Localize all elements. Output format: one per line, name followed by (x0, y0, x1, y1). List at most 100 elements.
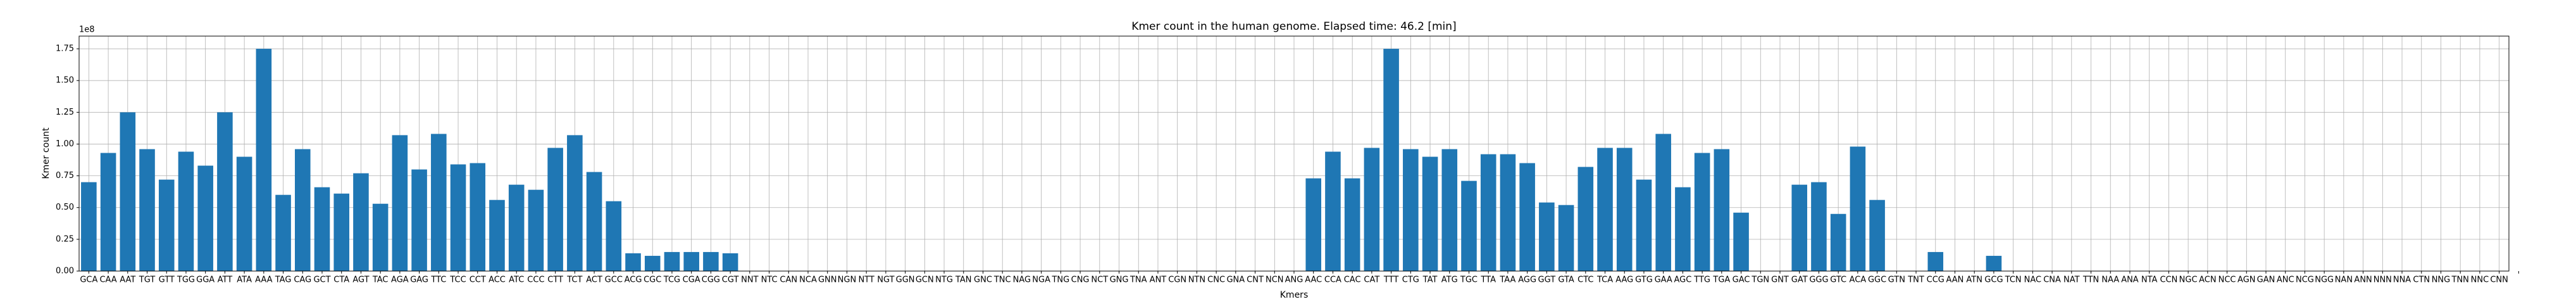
bar (353, 173, 369, 271)
x-tick-label: NNC (2471, 276, 2489, 285)
x-tick-label: CGT (722, 276, 739, 285)
x-tick-label: CCG (1927, 276, 1944, 285)
bar (528, 189, 544, 271)
x-tick-label: TTC (430, 276, 446, 285)
x-tick-label: NGT (877, 276, 894, 285)
x-tick-label: ACC (488, 276, 506, 285)
x-tick-label: NNN (2374, 276, 2392, 285)
x-tick-label: CGG (702, 276, 720, 285)
bar (1733, 212, 1749, 271)
x-tick-label: TCG (663, 276, 680, 285)
x-tick-label: NTC (761, 276, 778, 285)
bar (275, 194, 291, 271)
x-tick-label: CNT (1247, 276, 1264, 285)
bar (606, 201, 622, 271)
bar (470, 163, 486, 271)
bar (431, 134, 447, 271)
x-tick-label: GNT (1771, 276, 1789, 285)
bar (1539, 202, 1555, 271)
chart-title: Kmer count in the human genome. Elapsed … (1131, 20, 1456, 33)
x-tick-label: TGG (177, 276, 195, 285)
x-tick-label: GTC (1830, 276, 1846, 285)
x-tick-label: TNT (1907, 276, 1924, 285)
x-tick-label: GGC (1868, 276, 1886, 285)
x-tick-label: GGN (896, 276, 915, 285)
bar (1558, 205, 1574, 271)
x-tick-label: NGC (2179, 276, 2198, 285)
x-tick-label: ATC (509, 276, 524, 285)
x-tick-label: CAT (1364, 276, 1379, 285)
x-tick-label: GNN (818, 276, 837, 285)
bar (1344, 178, 1360, 271)
bar (450, 164, 466, 271)
y-tick-label: 1.75 (56, 44, 74, 54)
x-tick-label: CAN (780, 276, 797, 285)
x-tick-label: CNC (1207, 276, 1225, 285)
x-tick-label: ANN (2354, 276, 2372, 285)
x-tick-label: CNN (2490, 276, 2508, 285)
bar (683, 251, 699, 271)
x-tick-label: TCC (449, 276, 466, 285)
x-tick-label: TTG (1693, 276, 1710, 285)
x-tick-label: TNA (1129, 276, 1147, 285)
bar (586, 172, 602, 271)
x-tick-label: NTN (1188, 276, 1205, 285)
bar (256, 49, 272, 272)
x-tick-label: GTN (1888, 276, 1905, 285)
bar (1636, 179, 1652, 271)
x-tick-label: CGA (683, 276, 700, 285)
bar (1461, 180, 1477, 271)
x-tick-label: ATT (218, 276, 233, 285)
x-tick-label: NTT (858, 276, 874, 285)
bar (1986, 255, 2002, 271)
bar (1927, 251, 1944, 271)
x-tick-label: ATA (237, 276, 252, 285)
bar (178, 151, 194, 271)
bar (217, 112, 233, 271)
x-tick-label: TTT (1383, 276, 1398, 285)
bar (100, 153, 116, 271)
x-tick-label: NTA (2141, 276, 2158, 285)
x-tick-label: TCN (2005, 276, 2022, 285)
x-tick-label: CCC (527, 276, 544, 285)
x-tick-label: GGT (1538, 276, 1556, 285)
x-tick-label: TTA (1480, 276, 1496, 285)
y-tick-label: 0.50 (56, 203, 74, 212)
x-tick-label: ACN (2199, 276, 2216, 285)
x-tick-label: GGG (1809, 276, 1828, 285)
bar (1305, 178, 1322, 271)
x-tick-label: GAN (2257, 276, 2275, 285)
x-tick-label: ACA (1850, 276, 1867, 285)
x-tick-label: CNA (2043, 276, 2061, 285)
x-tick-label: GTT (159, 276, 175, 285)
x-tick-label: NCT (1091, 276, 1108, 285)
x-tick-label: ANG (1285, 276, 1304, 285)
bar (1422, 156, 1438, 271)
bar (197, 165, 213, 271)
x-tick-label: NTG (935, 276, 953, 285)
x-tick-label: NGG (2315, 276, 2334, 285)
bar (1383, 49, 1399, 272)
bar (333, 193, 350, 271)
y-tick-label: 0.25 (56, 234, 74, 244)
x-tick-label: TNC (993, 276, 1011, 285)
x-tick-label: AAN (1946, 276, 1964, 285)
bar (1791, 184, 1808, 271)
y-tick-label: 1.50 (56, 76, 74, 86)
x-tick-label: CTN (2413, 276, 2430, 285)
y-tick-label: 0.00 (56, 267, 74, 276)
x-tick-label: TCT (566, 276, 582, 285)
x-tick-label: AAA (255, 276, 273, 285)
bar (392, 135, 408, 271)
x-tick-label: TGN (1751, 276, 1769, 285)
bar (1811, 182, 1827, 271)
x-tick-label: AAT (120, 276, 135, 285)
bar (664, 251, 680, 271)
x-tick-label: GTG (1635, 276, 1653, 285)
x-tick-label: CAC (1344, 276, 1361, 285)
x-tick-label: CTA (333, 276, 349, 285)
bar (1597, 148, 1613, 271)
bar (1694, 153, 1710, 271)
x-tick-label: ATN (1966, 276, 1982, 285)
